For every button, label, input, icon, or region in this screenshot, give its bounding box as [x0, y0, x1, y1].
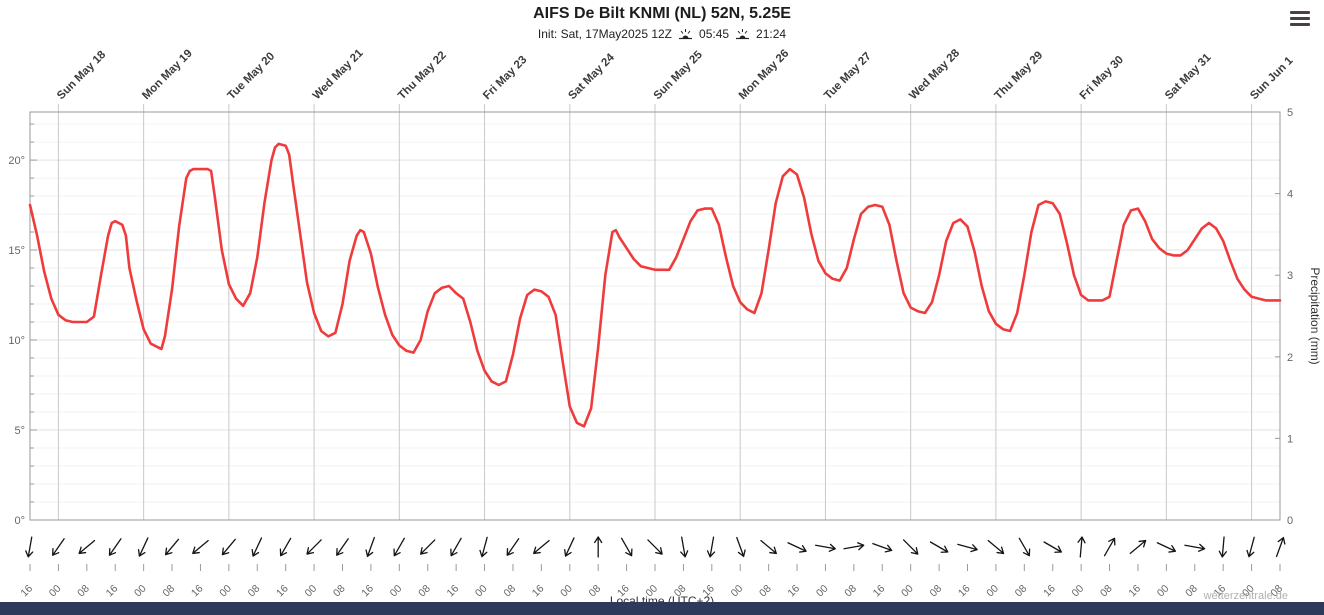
- wind-arrow-icon: [533, 539, 550, 555]
- wind-arrow-icon: [872, 542, 893, 553]
- wind-arrow-icon: [1218, 536, 1227, 558]
- wind-arrow-icon: [929, 541, 949, 553]
- day-label: Thu May 29: [993, 49, 1046, 102]
- precip-axis: 0 1 2 3 4 5 Precipitation (mm): [1275, 107, 1322, 527]
- hour-axis: 16 00 08 16 00 08 16 00 08 16 00 08 16 00 08 16 00 08 16 00…: [18, 564, 1285, 599]
- day-label: Fri May 30: [1078, 54, 1126, 102]
- wind-arrow-icon: [279, 537, 292, 557]
- wind-arrow-icon: [1246, 536, 1255, 558]
- temp-tick-label: 5°: [14, 425, 25, 437]
- wind-arrow-icon: [814, 543, 836, 552]
- wind-arrow-icon: [564, 537, 575, 557]
- temp-tick-label: 15°: [8, 245, 25, 257]
- wind-arrow-icon: [1184, 543, 1206, 552]
- precip-tick-label: 0: [1287, 515, 1293, 527]
- wind-arrow-icon: [506, 538, 520, 556]
- wind-arrow-icon: [902, 539, 919, 555]
- sunset-time: 21:24: [756, 27, 787, 41]
- day-label: Tue May 20: [225, 50, 277, 102]
- temp-tick-label: 0°: [14, 515, 25, 527]
- wind-arrow-icon: [647, 539, 663, 555]
- wind-arrow-icon: [336, 538, 349, 556]
- temp-axis: 0° 5° 10° 15° 20°: [8, 123, 37, 527]
- wind-arrow-icon: [1275, 536, 1286, 558]
- wind-arrow-icon: [1018, 537, 1031, 557]
- day-label: Sun May 25: [652, 48, 706, 102]
- temp-tick-label: 20°: [8, 155, 25, 167]
- wind-arrow-icon: [680, 536, 689, 558]
- footer-bar: [0, 602, 1324, 615]
- precip-tick-label: 2: [1287, 352, 1293, 364]
- temperature-line: [28, 142, 1282, 428]
- day-label: Mon May 19: [140, 48, 195, 103]
- wind-arrow-icon: [736, 536, 746, 558]
- wind-arrow-icon: [620, 537, 633, 557]
- wind-arrow-icon: [987, 539, 1005, 555]
- wind-arrow-icon: [1103, 537, 1116, 557]
- wind-arrow-icon: [1043, 541, 1063, 553]
- day-label: Sat May 31: [1163, 51, 1214, 102]
- wind-arrow-icon: [706, 536, 716, 558]
- wind-arrow-icon: [52, 538, 65, 556]
- day-label: Fri May 23: [481, 54, 529, 102]
- wind-arrow-icon: [450, 537, 462, 557]
- day-label: Mon May 26: [737, 48, 792, 103]
- menu-icon[interactable]: [1288, 9, 1312, 28]
- wind-arrow-icon: [137, 537, 149, 557]
- wind-arrow-icon: [957, 543, 978, 553]
- wind-arrow-icon: [25, 536, 34, 558]
- precip-tick-label: 1: [1287, 433, 1293, 445]
- wind-arrow-icon: [787, 542, 807, 553]
- watermark: wetterzentrale.de: [1203, 590, 1288, 602]
- wind-arrow-icon: [760, 539, 777, 555]
- wind-arrows: [25, 536, 1286, 558]
- wind-arrow-icon: [306, 539, 322, 555]
- sunset-icon: [736, 28, 750, 39]
- wind-arrow-icon: [1077, 536, 1086, 558]
- wind-arrow-icon: [479, 536, 488, 558]
- day-axis: Sun May 18 Mon May 19 Tue May 20 Wed May 21…: [55, 47, 1296, 520]
- wind-arrow-icon: [420, 539, 436, 555]
- wind-arrow-icon: [192, 539, 209, 555]
- wind-arrow-icon: [251, 537, 263, 557]
- precip-tick-label: 5: [1287, 107, 1293, 119]
- wind-arrow-icon: [78, 539, 96, 555]
- day-label: Sun Jun 1: [1248, 54, 1296, 102]
- day-label: Tue May 27: [822, 50, 874, 102]
- wind-arrow-icon: [221, 538, 236, 556]
- precip-axis-title: Precipitation (mm): [1308, 267, 1322, 364]
- wind-arrow-icon: [164, 538, 180, 556]
- sunrise-time: 05:45: [699, 27, 730, 41]
- wind-arrow-icon: [393, 537, 405, 557]
- wind-arrow-icon: [1129, 539, 1147, 555]
- wind-arrow-icon: [1156, 542, 1177, 553]
- precip-tick-label: 4: [1287, 189, 1293, 201]
- sunrise-icon: [679, 28, 693, 39]
- day-label: Sat May 24: [566, 51, 617, 102]
- day-label: Sun May 18: [55, 48, 109, 102]
- day-label: Wed May 28: [907, 47, 962, 102]
- precip-tick-label: 3: [1287, 270, 1293, 282]
- chart-subtitle: Init: Sat, 17May2025 12Z 05:45 21:24: [0, 27, 1324, 41]
- wind-arrow-icon: [843, 542, 865, 551]
- wind-arrow-icon: [108, 538, 122, 556]
- temp-tick-label: 10°: [8, 335, 25, 347]
- wind-arrow-icon: [365, 536, 375, 558]
- init-label: Init: Sat, 17May2025 12Z: [537, 27, 673, 41]
- page-title: AIFS De Bilt KNMI (NL) 52N, 5.25E: [533, 5, 791, 22]
- day-label: Thu May 22: [396, 49, 449, 102]
- wind-arrow-icon: [594, 536, 603, 558]
- day-label: Wed May 21: [311, 47, 366, 102]
